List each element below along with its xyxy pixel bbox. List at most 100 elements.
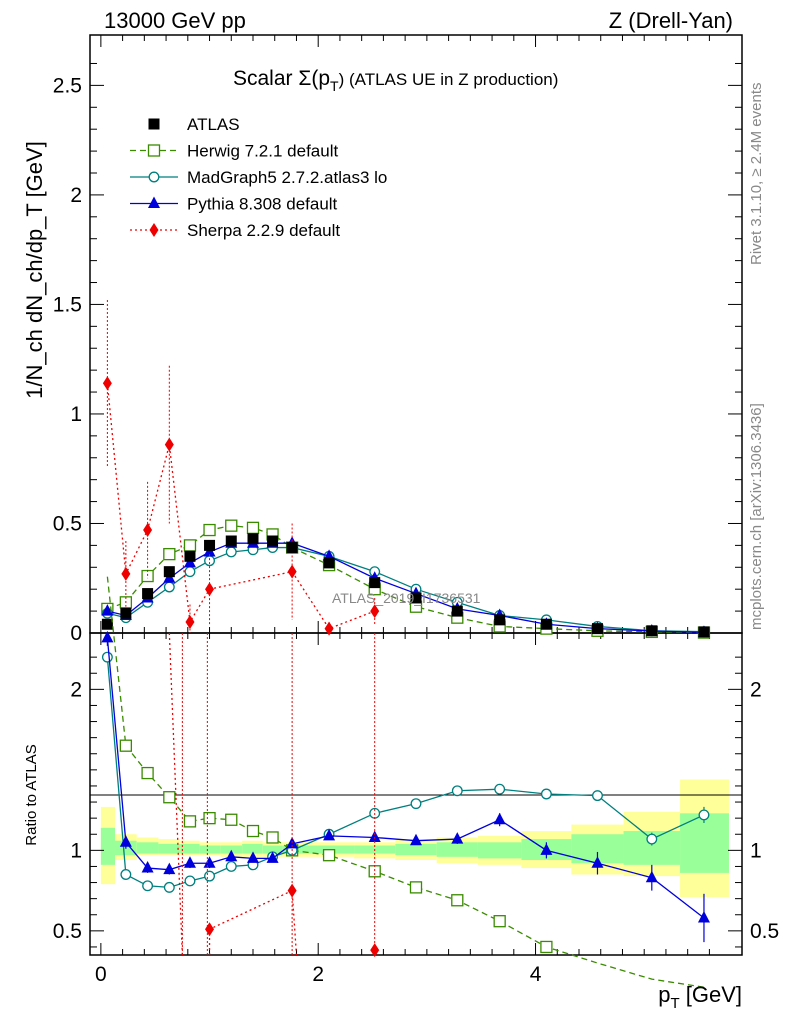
band-green: [477, 842, 522, 859]
data-point: [184, 550, 196, 562]
ratio-point: [493, 812, 506, 825]
ratio-point: [119, 835, 132, 847]
x-axis-label-sub: T: [670, 995, 679, 1012]
ratio-point: [266, 851, 279, 863]
ratio-point: [225, 861, 237, 872]
ratio-point: [410, 833, 422, 846]
ratio-y-tick-label-right: 0.5: [750, 920, 779, 943]
y-axis-label: 1/N_ch dN_ch/dp_T [GeV]: [22, 141, 47, 399]
data-point: [286, 542, 298, 554]
series-line: [107, 525, 704, 634]
rivet-label-group: Rivet 3.1.10, ≥ 2.4M events: [748, 83, 765, 266]
watermark-label: ATLAS_2019_I1736531: [332, 590, 481, 606]
data-point: [369, 577, 381, 589]
ratio-point: [266, 831, 279, 844]
data-point: [410, 592, 422, 604]
band-green: [100, 827, 115, 865]
legend-label: MadGraph5 2.7.2.atlas3 lo: [187, 168, 387, 187]
ratio-y-tick-label: 2: [70, 678, 82, 701]
x-axis-label-unit: [GeV]: [680, 982, 742, 1007]
ratio-point: [368, 865, 381, 878]
data-point: [142, 588, 154, 600]
ratio-point: [368, 830, 381, 842]
data-point: [101, 618, 113, 630]
y-tick-label: 0: [70, 622, 82, 645]
x-tick-label: 0: [95, 963, 107, 986]
ratio-y-tick-label: 0.5: [53, 920, 82, 943]
data-point: [451, 605, 463, 617]
legend-marker: [149, 223, 159, 237]
ratio-point: [322, 849, 336, 862]
data-point: [698, 626, 710, 638]
band-green: [158, 843, 181, 854]
ratio-panel-frame: [89, 632, 743, 956]
ratio-point: [540, 940, 553, 954]
band-green: [199, 845, 221, 854]
ratio-point: [591, 856, 604, 868]
title-rest: ) (ATLAS UE in Z production): [339, 70, 559, 89]
data-point: [102, 376, 112, 391]
data-point: [120, 607, 132, 619]
series-line: [106, 383, 375, 630]
rivet-label: Rivet 3.1.10, ≥ 2.4M events: [748, 83, 765, 266]
data-point: [591, 623, 603, 635]
ratio-point: [451, 832, 464, 844]
ratio-point: [225, 813, 238, 826]
ratio-point: [101, 630, 114, 643]
legend-label: Sherpa 2.2.9 default: [187, 221, 340, 240]
ratio-point: [203, 856, 216, 868]
ratio-point: [163, 862, 176, 875]
ratio-point: [493, 915, 506, 928]
ratio-point: [370, 943, 380, 958]
ratio-point: [540, 788, 552, 800]
ratio-point: [323, 828, 336, 841]
data-point: [101, 604, 114, 616]
ratio-point: [645, 870, 658, 883]
data-point: [370, 604, 380, 619]
ratio-point: [247, 851, 259, 863]
ratio-point: [204, 870, 215, 882]
ratio-point: [184, 875, 196, 887]
ratio-point: [119, 739, 133, 752]
band-green: [180, 843, 200, 854]
ratio-point: [183, 815, 197, 828]
data-point: [185, 615, 195, 630]
ratio-point: [451, 894, 464, 907]
x-axis-label: pT [GeV]: [658, 982, 742, 1012]
data-point: [287, 564, 297, 579]
title-sub: T: [330, 78, 339, 94]
ratio-point: [698, 809, 710, 821]
ratio-point: [120, 869, 132, 880]
ratio-y-axis-label-group: Ratio to ATLAS: [23, 744, 40, 845]
data-point: [183, 539, 197, 552]
data-point: [143, 523, 153, 538]
y-tick-label: 2.5: [53, 74, 82, 97]
band-green: [220, 845, 243, 854]
data-point: [203, 523, 216, 537]
y-tick-label: 0.5: [53, 512, 82, 535]
data-point: [184, 566, 196, 578]
ratio-point: [246, 824, 260, 838]
ratio-point: [697, 910, 710, 923]
data-point: [163, 547, 176, 561]
title-main: Scalar Σ(p: [233, 67, 330, 90]
data-point: [225, 519, 238, 532]
band-green: [436, 842, 478, 857]
ratio-point: [540, 843, 553, 855]
data-point: [267, 535, 279, 547]
legend: ATLAS Herwig 7.2.1 default MadGraph5 2.7.2…: [130, 115, 387, 240]
mcplots-label-group: mcplots.cern.ch [arXiv:1306.3436]: [748, 403, 765, 630]
ratio-point: [410, 798, 422, 810]
data-point: [494, 614, 506, 626]
band-green: [262, 845, 283, 854]
ratio-series-line: [168, 632, 184, 956]
data-point: [141, 569, 154, 583]
x-tick-label: 2: [312, 963, 324, 986]
ratio-point: [287, 883, 297, 898]
y-axis-label-group: 1/N_ch dN_ch/dp_T [GeV]: [22, 141, 47, 399]
y-tick-label: 1: [70, 403, 82, 426]
header-left-label: 13000 GeV pp: [104, 8, 246, 33]
data-point: [247, 533, 259, 545]
data-point: [540, 618, 552, 630]
y-tick-label: 2: [70, 184, 82, 207]
